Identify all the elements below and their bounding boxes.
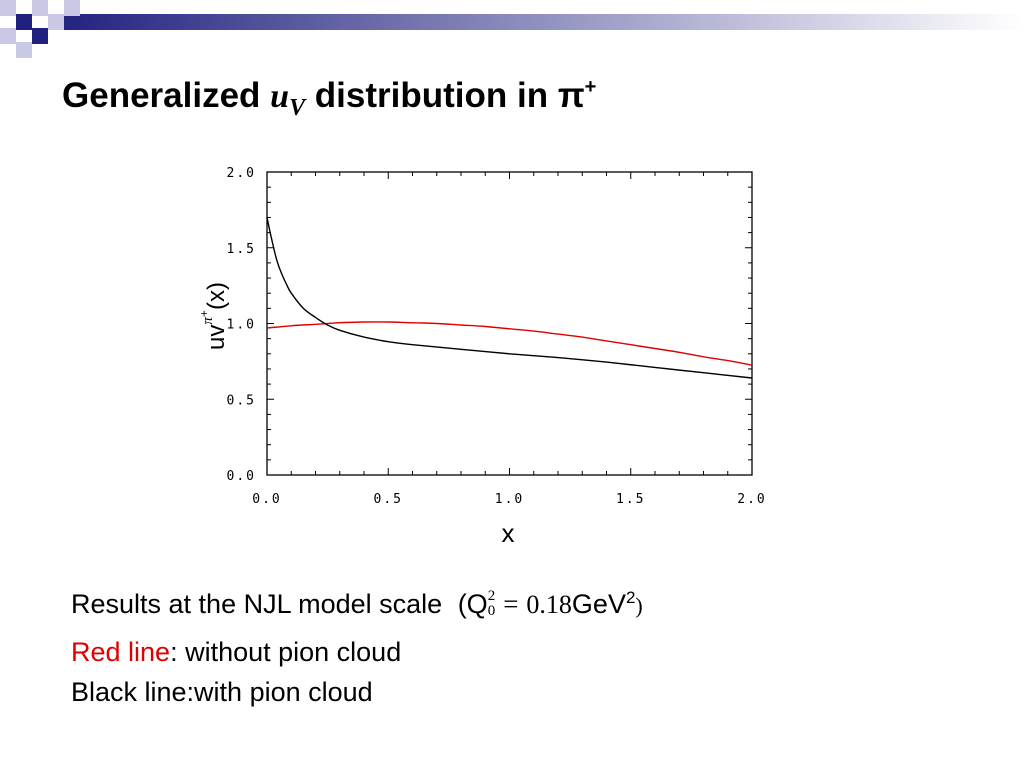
y-tick-label: 2.0 [227,166,256,181]
series-line-black [266,217,753,379]
legend-black-line: Black line:with pion cloud [71,677,373,708]
title-text-post: distribution in π [305,76,585,115]
y-label-superscript: π [200,317,216,325]
deco-square [16,14,32,30]
chart-series [266,217,753,379]
formula-value: 0.18 [526,590,572,619]
y-tick-label: 1.0 [227,318,256,333]
deco-square [0,0,16,16]
deco-square [16,0,32,16]
y-label-plus: + [197,310,211,317]
y-tick-label: 0.5 [227,393,256,408]
y-label-arg: (x) [203,282,230,310]
red-line-desc: : without pion cloud [170,637,402,667]
title-math-u: u [270,78,290,115]
title-math-sub: V [289,95,306,121]
y-axis-label: uvπ+(x) [197,282,230,350]
formula-equals: = [503,589,519,619]
x-tick-label: 0.0 [252,492,281,507]
deco-square [32,28,48,44]
black-line-desc: Black line:with pion cloud [71,677,373,707]
deco-square [32,0,48,16]
formula-close: ) [635,593,643,618]
header-gradient-bar [48,14,1024,30]
results-line: Results at the NJL model scale (Q 2 0 = 0.18… [71,588,643,621]
y-label-u: uv [203,325,230,350]
deco-square [16,42,32,58]
x-tick-label: 1.5 [616,492,645,507]
chart-axes [266,171,753,476]
y-tick-label: 1.5 [227,242,256,257]
formula-unit-sup: 2 [625,588,636,607]
title-text-pre: Generalized [62,76,271,115]
deco-square [48,14,64,30]
title-superscript: + [584,76,597,98]
x-tick-label: 0.5 [374,492,403,507]
deco-square [64,0,80,16]
slide-title: Generalized uV distribution in π+ [62,76,596,122]
formula-sup: 2 [487,587,496,604]
slide-decoration [0,0,1024,58]
results-text: Results at the NJL model scale [71,589,443,619]
x-tick-label: 2.0 [737,492,766,507]
x-axis-label: x [502,518,515,548]
formula-sub: 0 [487,602,496,619]
scale-formula: (Q 2 0 = 0.18GeV2) [458,588,643,621]
deco-square [0,28,16,44]
legend-red-line: Red line: without pion cloud [71,637,401,668]
x-tick-label: 1.0 [495,492,524,507]
plot-frame [266,171,753,476]
formula-open: (Q [457,589,488,619]
chart-ticks: 0.0 0.5 1.0 1.5 2.0 0.0 0.5 1.0 1.5 2.0 [227,166,766,507]
series-line-red [266,321,753,366]
title-math: uV [270,78,305,121]
formula-unit: GeV [571,589,626,619]
red-line-label: Red line [71,637,171,667]
svg-text:uvπ+(x): uvπ+(x) [197,282,230,350]
y-tick-label: 0.0 [227,469,256,484]
